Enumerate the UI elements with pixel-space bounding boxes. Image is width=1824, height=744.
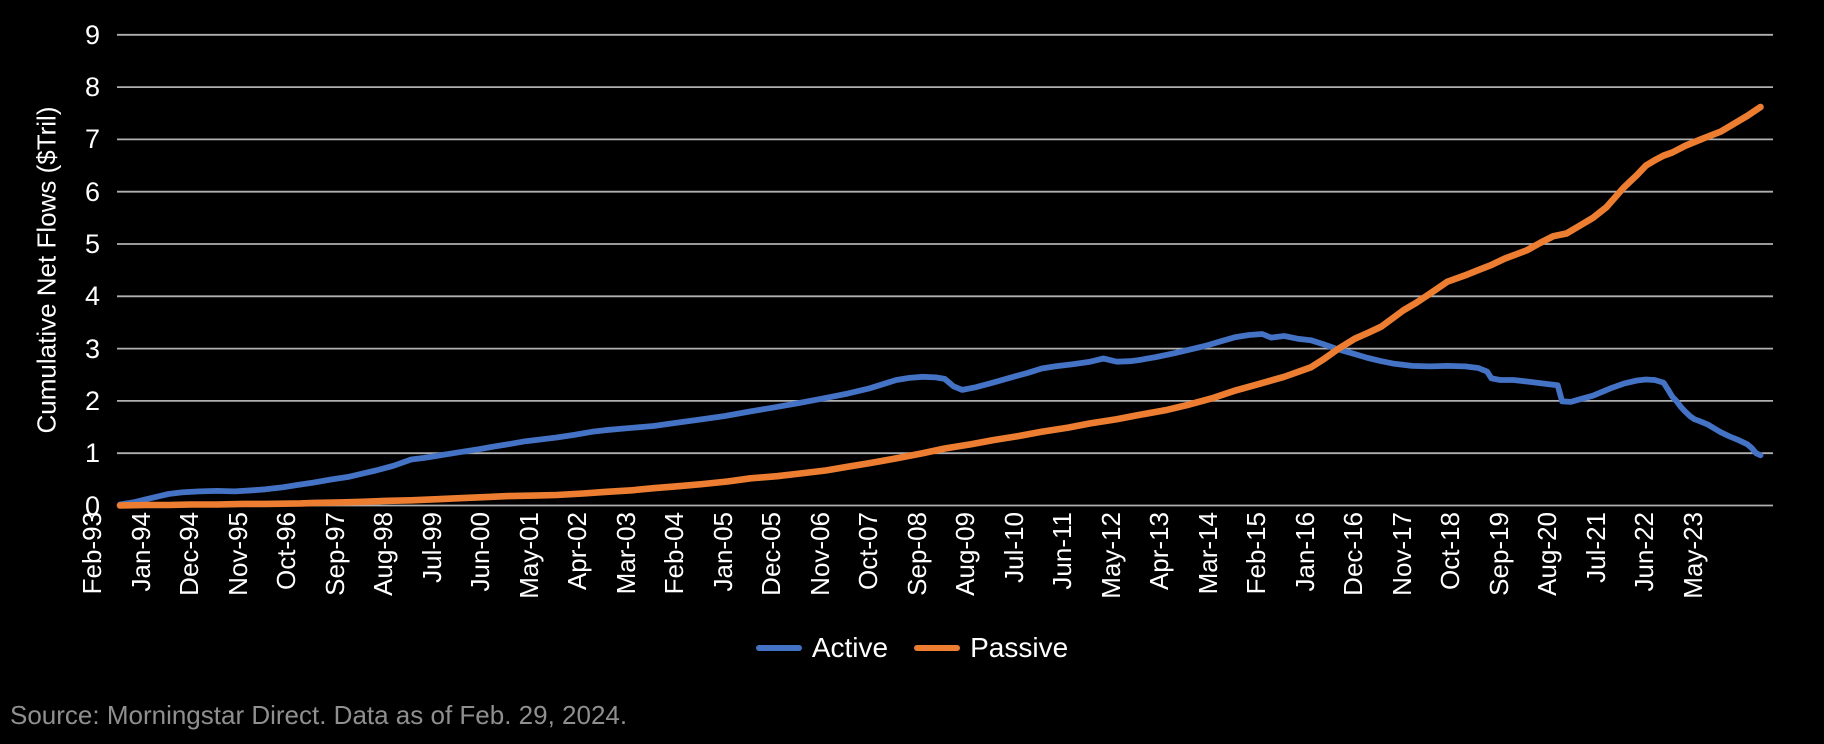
passive-line-swatch-icon (914, 645, 961, 651)
x-tick-label-May-12: May-12 (1095, 512, 1126, 599)
x-tick-label-Jul-10: Jul-10 (998, 512, 1029, 583)
y-axis-title: Cumulative Net Flows ($Tril) (31, 106, 62, 434)
x-tick-label-May-23: May-23 (1677, 512, 1708, 599)
gridlines (117, 33, 1773, 507)
y-tick-label-8: 8 (84, 72, 100, 103)
legend-item-active: Active (755, 632, 889, 664)
x-tick-label-Aug-09: Aug-09 (950, 512, 981, 596)
x-tick-label-Oct-18: Oct-18 (1435, 512, 1466, 591)
legend: Active Passive (0, 632, 1824, 664)
y-tick-label-7: 7 (84, 124, 100, 155)
x-tick-label-Jul-99: Jul-99 (416, 512, 447, 583)
y-tick-label-9: 9 (84, 19, 100, 50)
x-tick-label-Sep-97: Sep-97 (319, 512, 350, 596)
x-tick-label-Nov-17: Nov-17 (1386, 512, 1417, 596)
y-tick-label-1: 1 (84, 438, 100, 469)
x-tick-label-Jan-05: Jan-05 (707, 512, 738, 592)
x-tick-label-Sep-08: Sep-08 (901, 512, 932, 596)
passive-legend-label: Passive (970, 632, 1069, 663)
x-tick-label-Nov-06: Nov-06 (804, 512, 835, 596)
active-legend-label: Active (811, 632, 889, 663)
active-line (117, 331, 1764, 508)
y-tick-label-0: 0 (84, 490, 100, 521)
x-tick-label-Jan-16: Jan-16 (1289, 512, 1320, 592)
x-tick-label-Feb-04: Feb-04 (659, 512, 690, 595)
x-tick-label-May-01: May-01 (513, 512, 544, 599)
x-tick-label-Aug-98: Aug-98 (368, 512, 399, 596)
x-tick-label-Dec-05: Dec-05 (756, 512, 787, 596)
x-tick-label-Nov-95: Nov-95 (222, 512, 253, 596)
x-tick-label-Mar-14: Mar-14 (1192, 512, 1223, 595)
x-tick-label-Sep-19: Sep-19 (1483, 512, 1514, 596)
x-tick-label-Feb-15: Feb-15 (1241, 512, 1272, 595)
x-tick-label-Jun-22: Jun-22 (1629, 512, 1660, 592)
y-tick-label-5: 5 (84, 229, 100, 259)
y-tick-label-4: 4 (84, 281, 100, 312)
y-tick-label-2: 2 (84, 385, 100, 416)
y-tick-label-6: 6 (84, 176, 100, 207)
x-tick-label-Oct-07: Oct-07 (853, 512, 884, 591)
x-tick-label-Oct-96: Oct-96 (271, 512, 302, 591)
x-tick-label-Jul-21: Jul-21 (1580, 512, 1611, 583)
x-tick-label-Apr-02: Apr-02 (562, 512, 593, 591)
x-tick-label-Mar-03: Mar-03 (610, 512, 641, 595)
x-tick-label-Jun-00: Jun-00 (465, 512, 496, 592)
y-tick-label-3: 3 (84, 333, 100, 364)
x-tick-label-Feb-93: Feb-93 (77, 512, 107, 595)
source-note: Source: Morningstar Direct. Data as of F… (10, 700, 628, 730)
legend-item-passive: Passive (914, 632, 1068, 664)
passive-line (116, 103, 1764, 509)
x-tick-label-Dec-16: Dec-16 (1338, 512, 1369, 596)
x-tick-label-Apr-13: Apr-13 (1144, 512, 1175, 591)
x-tick-label-Dec-94: Dec-94 (174, 512, 205, 596)
x-tick-label-Jan-94: Jan-94 (125, 512, 156, 592)
x-tick-label-Jun-11: Jun-11 (1047, 512, 1078, 590)
active-line-swatch-icon (755, 645, 802, 651)
x-tick-label-Aug-20: Aug-20 (1532, 512, 1563, 596)
